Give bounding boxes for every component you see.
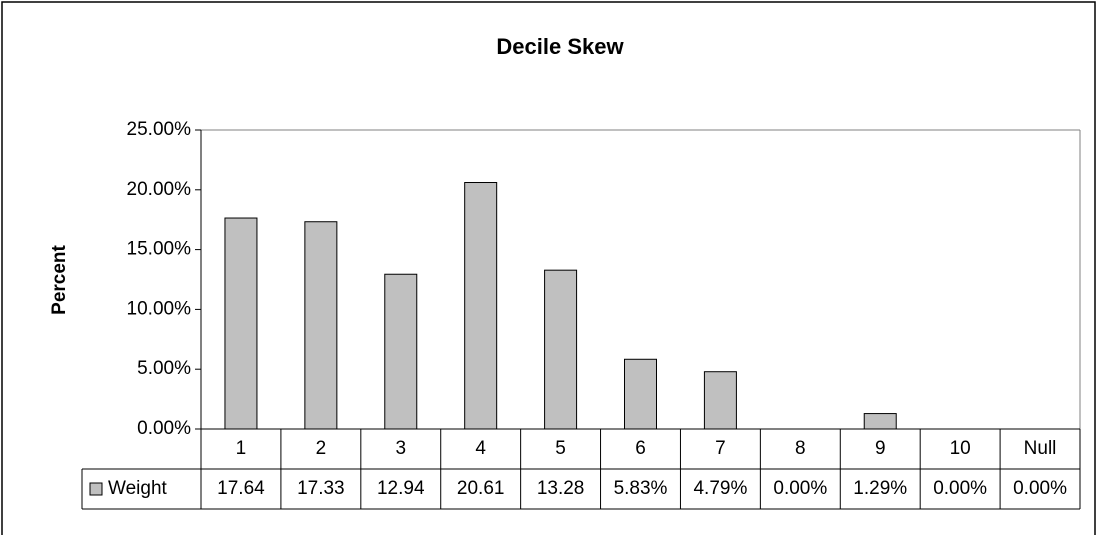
y-tick-label: 20.00%	[127, 179, 192, 200]
legend-label: Weight	[108, 478, 168, 499]
data-table-value: 12.94	[377, 478, 425, 499]
y-tick-label: 5.00%	[137, 358, 191, 379]
x-tick-label: 5	[555, 438, 566, 459]
y-tick-label: 15.00%	[127, 239, 192, 260]
x-tick-label: 4	[475, 438, 486, 459]
data-table-value: 4.79%	[693, 478, 747, 499]
x-tick-label: 3	[395, 438, 406, 459]
data-table-value: 20.61	[457, 478, 505, 499]
legend-swatch	[89, 482, 103, 496]
y-tick-label: 25.00%	[127, 119, 192, 140]
data-table-value: 5.83%	[614, 478, 668, 499]
chart-title: Decile Skew	[496, 34, 624, 59]
x-tick-label: 9	[875, 438, 886, 459]
x-tick-label: 1	[236, 438, 247, 459]
data-table-value: 17.64	[217, 478, 265, 499]
x-tick-label: 10	[950, 438, 971, 459]
y-axis-label: Percent	[49, 244, 70, 314]
y-tick-label: 10.00%	[127, 298, 192, 319]
bar	[464, 182, 498, 430]
x-tick-label: 8	[795, 438, 806, 459]
data-table-value: 0.00%	[933, 478, 987, 499]
bar	[703, 371, 737, 430]
x-tick-label: Null	[1024, 438, 1057, 459]
bar	[544, 269, 578, 430]
bar	[224, 217, 258, 430]
data-table-value: 0.00%	[1013, 478, 1067, 499]
bar	[863, 413, 897, 430]
bar	[384, 273, 418, 430]
bar	[624, 358, 657, 430]
x-tick-label: 2	[316, 438, 327, 459]
data-table-value: 17.33	[297, 478, 345, 499]
data-table-value: 13.28	[537, 478, 585, 499]
y-tick-label: 0.00%	[137, 418, 191, 439]
bar	[304, 221, 338, 430]
x-tick-label: 7	[715, 438, 726, 459]
x-tick-label: 6	[635, 438, 646, 459]
data-table-value: 1.29%	[853, 478, 907, 499]
data-table-value: 0.00%	[773, 478, 827, 499]
